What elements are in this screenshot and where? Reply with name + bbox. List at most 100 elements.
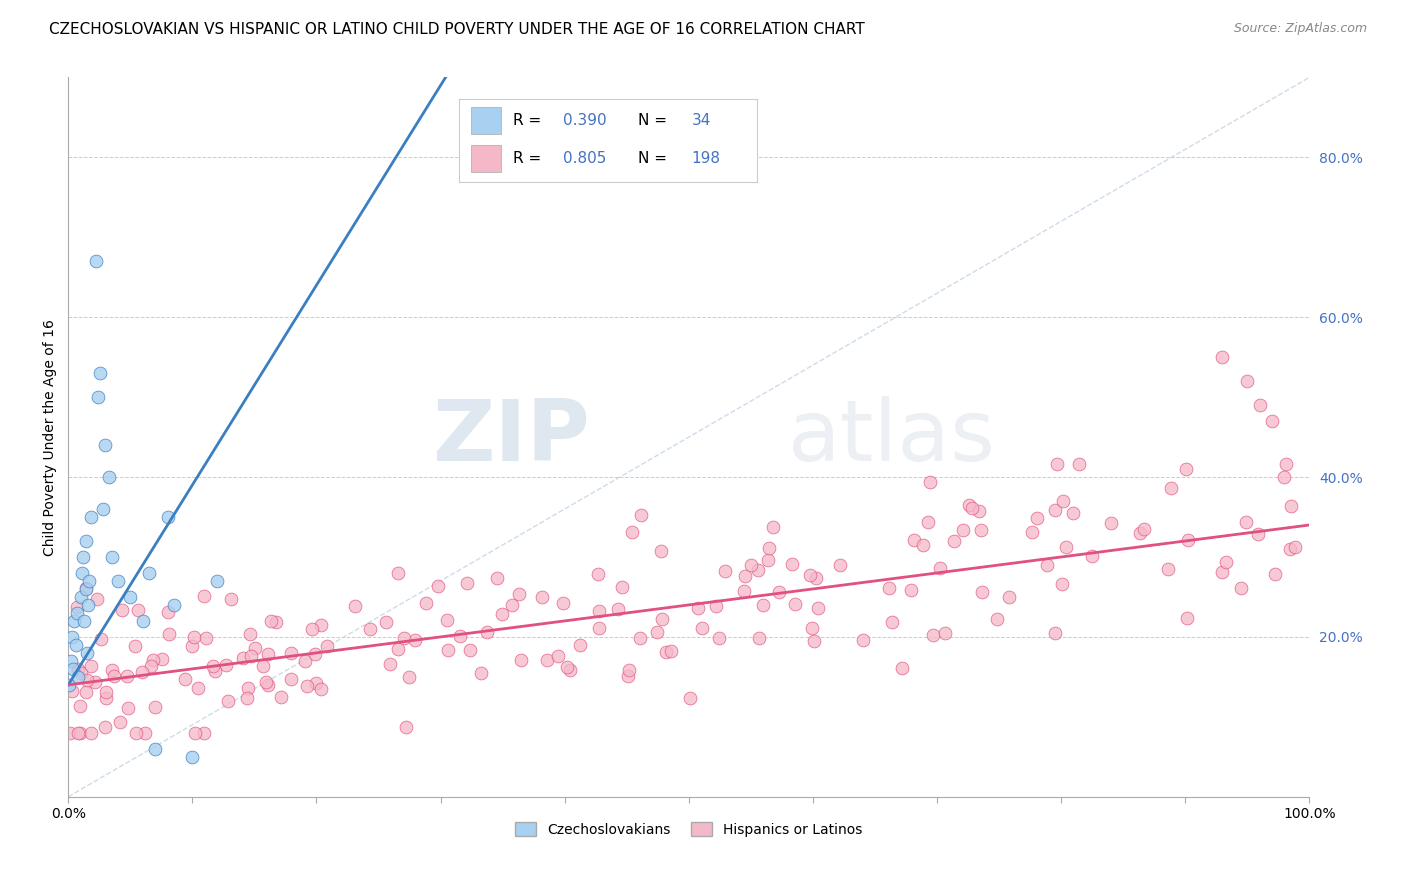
Point bbox=[236, 681, 259, 695]
Point bbox=[1234, 516, 1257, 530]
Point bbox=[80, 726, 103, 740]
Point bbox=[1261, 414, 1284, 428]
Point bbox=[387, 566, 409, 580]
Point bbox=[1211, 350, 1233, 364]
Point bbox=[922, 628, 945, 642]
Point bbox=[415, 596, 437, 610]
Point bbox=[270, 690, 292, 704]
Point bbox=[1211, 565, 1233, 579]
Point bbox=[1160, 482, 1182, 496]
Point bbox=[1046, 457, 1069, 471]
Point bbox=[69, 726, 91, 740]
Point bbox=[117, 700, 139, 714]
Point bbox=[232, 651, 254, 665]
Point bbox=[1275, 457, 1298, 471]
Point bbox=[180, 639, 202, 653]
Point bbox=[127, 603, 149, 617]
Point bbox=[555, 660, 578, 674]
Point bbox=[852, 633, 875, 648]
Point bbox=[458, 643, 481, 657]
Point bbox=[67, 670, 90, 684]
Point bbox=[568, 638, 591, 652]
Point bbox=[1054, 540, 1077, 554]
Point bbox=[264, 615, 287, 630]
Point bbox=[239, 649, 262, 664]
Point bbox=[427, 579, 450, 593]
Point bbox=[378, 657, 401, 672]
Point bbox=[619, 663, 641, 677]
Point bbox=[752, 598, 775, 612]
Point bbox=[1247, 527, 1270, 541]
Point bbox=[586, 566, 609, 581]
Point bbox=[157, 606, 180, 620]
Point bbox=[449, 629, 471, 643]
Point bbox=[387, 642, 409, 657]
Point bbox=[315, 640, 337, 654]
Point bbox=[1021, 525, 1043, 540]
Point bbox=[806, 600, 828, 615]
Point bbox=[309, 617, 332, 632]
Point bbox=[404, 632, 426, 647]
Point bbox=[1284, 541, 1306, 555]
Point bbox=[655, 645, 678, 659]
Point bbox=[1062, 506, 1084, 520]
Point bbox=[76, 673, 98, 688]
Point bbox=[72, 549, 94, 564]
Point bbox=[359, 622, 381, 636]
Point bbox=[89, 366, 111, 380]
Point bbox=[1043, 502, 1066, 516]
Point bbox=[436, 613, 458, 627]
Point bbox=[491, 607, 513, 621]
Point bbox=[398, 670, 420, 684]
Point bbox=[756, 553, 779, 567]
Point bbox=[734, 568, 756, 582]
Point bbox=[134, 726, 156, 740]
Point bbox=[942, 533, 965, 548]
Point bbox=[758, 541, 780, 555]
Point bbox=[205, 574, 228, 588]
Text: Source: ZipAtlas.com: Source: ZipAtlas.com bbox=[1233, 22, 1367, 36]
Point bbox=[77, 598, 100, 612]
Point bbox=[686, 600, 709, 615]
Point bbox=[219, 592, 242, 607]
Point bbox=[1036, 558, 1059, 572]
Point bbox=[280, 673, 302, 687]
Point bbox=[1157, 561, 1180, 575]
Point bbox=[184, 726, 207, 740]
Point bbox=[124, 639, 146, 653]
Point bbox=[236, 690, 259, 705]
Y-axis label: Child Poverty Under the Age of 16: Child Poverty Under the Age of 16 bbox=[44, 318, 58, 556]
Point bbox=[747, 563, 769, 577]
Point bbox=[690, 621, 713, 635]
Point bbox=[508, 587, 530, 601]
Point bbox=[181, 749, 204, 764]
Point bbox=[617, 669, 640, 683]
Point bbox=[66, 662, 89, 676]
Point bbox=[69, 698, 91, 713]
Point bbox=[141, 659, 163, 673]
Point bbox=[704, 599, 727, 614]
Point bbox=[73, 614, 96, 628]
Point bbox=[86, 591, 108, 606]
Point bbox=[131, 665, 153, 680]
Point bbox=[620, 524, 643, 539]
Point bbox=[733, 584, 755, 599]
Point bbox=[111, 603, 134, 617]
Point bbox=[501, 598, 523, 612]
Point bbox=[58, 678, 80, 692]
Point bbox=[183, 631, 205, 645]
Point bbox=[79, 574, 101, 588]
Point bbox=[79, 510, 101, 524]
Point bbox=[651, 612, 673, 626]
Point bbox=[659, 643, 682, 657]
Point bbox=[588, 621, 610, 635]
Point bbox=[891, 661, 914, 675]
Point bbox=[120, 590, 142, 604]
Point bbox=[970, 585, 993, 599]
Text: CZECHOSLOVAKIAN VS HISPANIC OR LATINO CHILD POVERTY UNDER THE AGE OF 16 CORRELAT: CZECHOSLOVAKIAN VS HISPANIC OR LATINO CH… bbox=[49, 22, 865, 37]
Point bbox=[1264, 567, 1286, 582]
Point bbox=[740, 558, 762, 573]
Point bbox=[75, 685, 97, 699]
Point bbox=[131, 614, 153, 628]
Point bbox=[986, 612, 1008, 626]
